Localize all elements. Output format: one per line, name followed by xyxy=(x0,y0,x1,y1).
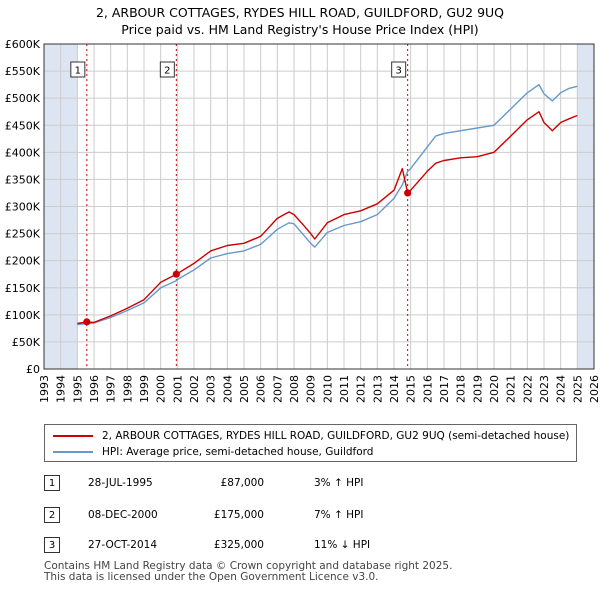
x-tick-label: 2003 xyxy=(205,375,218,403)
y-tick-label: £400K xyxy=(5,146,41,159)
sale-row: 1 28-JUL-1995 £87,000 3% ↑ HPI xyxy=(44,475,584,493)
sale-row: 2 08-DEC-2000 £175,000 7% ↑ HPI xyxy=(44,507,584,525)
x-tick-label: 2010 xyxy=(321,375,334,403)
x-tick-label: 1994 xyxy=(55,375,68,403)
x-tick-label: 2013 xyxy=(371,375,384,403)
x-tick-label: 2005 xyxy=(238,375,251,403)
x-tick-label: 2014 xyxy=(388,375,401,403)
sale-hpi-diff: 7% ↑ HPI xyxy=(314,509,364,521)
y-tick-label: £300K xyxy=(5,201,41,214)
y-tick-label: £500K xyxy=(5,92,41,105)
legend: 2, ARBOUR COTTAGES, RYDES HILL ROAD, GUI… xyxy=(44,424,577,462)
sale-marker-box xyxy=(391,61,407,78)
sale-number-badge: 3 xyxy=(44,537,60,553)
y-tick-label: £0 xyxy=(26,363,40,376)
sale-marker-label: 2 xyxy=(164,66,170,77)
sale-price: £325,000 xyxy=(213,539,264,551)
sale-hpi-diff: 11% ↓ HPI xyxy=(314,539,371,551)
x-tick-label: 2020 xyxy=(488,375,501,403)
x-tick-label: 1996 xyxy=(88,375,101,403)
sale-point xyxy=(172,270,180,278)
sale-number-badge: 1 xyxy=(44,475,60,491)
y-tick-label: £50K xyxy=(12,336,41,349)
sale-price: £175,000 xyxy=(213,509,264,521)
x-tick-label: 2000 xyxy=(155,375,168,403)
x-tick-label: 2017 xyxy=(438,375,451,403)
y-tick-label: £200K xyxy=(5,255,41,268)
sale-point xyxy=(83,318,91,326)
title-line-2: Price paid vs. HM Land Registry's House … xyxy=(121,22,479,37)
footer-copyright: Contains HM Land Registry data © Crown c… xyxy=(44,560,453,572)
x-tick-label: 2024 xyxy=(555,375,568,403)
y-tick-label: £250K xyxy=(5,228,41,241)
x-tick-label: 2021 xyxy=(505,375,518,403)
sale-marker-box xyxy=(159,61,175,78)
sale-date: 08-DEC-2000 xyxy=(88,509,158,521)
x-tick-label: 2018 xyxy=(455,375,468,403)
x-tick-label: 2007 xyxy=(271,375,284,403)
y-tick-label: £100K xyxy=(5,309,41,322)
sale-date: 28-JUL-1995 xyxy=(88,477,153,489)
chart-title: 2, ARBOUR COTTAGES, RYDES HILL ROAD, GUI… xyxy=(0,4,600,38)
y-tick-label: £450K xyxy=(5,119,41,132)
x-tick-label: 2012 xyxy=(355,375,368,403)
x-tick-label: 2011 xyxy=(338,375,351,403)
plot-frame xyxy=(43,43,595,370)
legend-item-property: 2, ARBOUR COTTAGES, RYDES HILL ROAD, GUI… xyxy=(53,428,569,444)
legend-swatch-property xyxy=(53,435,93,437)
x-tick-label: 1997 xyxy=(105,375,118,403)
footer: Contains HM Land Registry data © Crown c… xyxy=(44,561,452,583)
legend-label-property: 2, ARBOUR COTTAGES, RYDES HILL ROAD, GUI… xyxy=(102,430,570,442)
x-tick-label: 2026 xyxy=(588,375,600,403)
x-tick-label: 2016 xyxy=(421,375,434,403)
x-tick-label: 1993 xyxy=(38,375,51,403)
legend-swatch-hpi xyxy=(53,451,93,453)
hpi-line xyxy=(77,83,578,326)
sale-hpi-diff: 3% ↑ HPI xyxy=(314,477,364,489)
x-tick-label: 2002 xyxy=(188,375,201,403)
footer-licence: This data is licensed under the Open Gov… xyxy=(44,571,379,583)
legend-label-hpi: HPI: Average price, semi-detached house,… xyxy=(102,446,374,458)
x-tick-label: 2009 xyxy=(305,375,318,403)
sale-number-badge: 2 xyxy=(44,507,60,523)
x-tick-label: 2001 xyxy=(171,375,184,403)
sale-date: 27-OCT-2014 xyxy=(88,539,157,551)
x-tick-label: 1999 xyxy=(138,375,151,403)
y-tick-label: £150K xyxy=(5,282,41,295)
x-tick-label: 2006 xyxy=(255,375,268,403)
x-tick-label: 2008 xyxy=(288,375,301,403)
legend-item-hpi: HPI: Average price, semi-detached house,… xyxy=(53,444,373,460)
x-tick-label: 2022 xyxy=(521,375,534,403)
x-tick-label: 2015 xyxy=(405,375,418,403)
x-tick-label: 2019 xyxy=(471,375,484,403)
sale-marker-box xyxy=(70,61,86,78)
sale-marker-label: 1 xyxy=(75,66,81,77)
sale-price: £87,000 xyxy=(220,477,264,489)
sale-marker-label: 3 xyxy=(395,66,401,77)
x-tick-label: 2004 xyxy=(221,375,234,403)
x-tick-label: 2025 xyxy=(571,375,584,403)
sale-row: 3 27-OCT-2014 £325,000 11% ↓ HPI xyxy=(44,537,584,555)
x-tick-label: 2023 xyxy=(538,375,551,403)
y-tick-label: £350K xyxy=(5,173,41,186)
title-line-1: 2, ARBOUR COTTAGES, RYDES HILL ROAD, GUI… xyxy=(95,5,505,20)
sale-point xyxy=(404,189,412,197)
y-tick-label: £600K xyxy=(5,38,41,51)
x-tick-label: 1998 xyxy=(121,375,134,403)
y-tick-label: £550K xyxy=(5,65,41,78)
x-tick-label: 1995 xyxy=(71,375,84,403)
price-chart: £0 £50K £100K £150K £200K £250K £300K £350K £400… xyxy=(5,38,600,403)
